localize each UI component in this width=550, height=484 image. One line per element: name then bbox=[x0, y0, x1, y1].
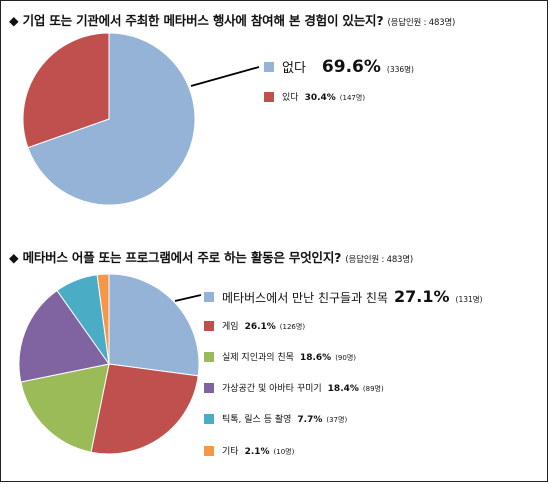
chart-1-slice-0 bbox=[27, 32, 196, 206]
pie-chart-1 bbox=[22, 32, 260, 206]
chart-2-legend-value-2: 18.6% bbox=[299, 353, 332, 363]
chart-2-legend-count-5: (10명) bbox=[273, 448, 295, 456]
chart-1-slice-1 bbox=[22, 32, 110, 149]
chart-1-response-note: (응답인원 : 483명) bbox=[387, 18, 456, 28]
chart-2-legend-item-3: 가상공간 및 아바타 꾸미기 18.4% (89명) bbox=[204, 381, 384, 394]
chart-1-leader-line bbox=[190, 66, 260, 87]
chart-1-title-text: ◆ 기업 또는 기관에서 주최한 메타버스 행사에 참여해 본 경험이 있는지? bbox=[9, 13, 384, 28]
chart-2-legend-count-1: (126명) bbox=[279, 323, 306, 331]
chart-2-legend-count-3: (89명) bbox=[362, 385, 384, 393]
chart-2-legend-swatch-2 bbox=[204, 351, 214, 362]
chart-1-legend-value-1: 30.4% bbox=[304, 93, 336, 103]
chart-2-title-text: ◆ 메타버스 어플 또는 프로그램에서 주로 하는 활동은 무엇인지? bbox=[9, 250, 342, 265]
chart-1-legend-label-0: 없다 bbox=[282, 61, 306, 76]
chart-2-legend-swatch-3 bbox=[204, 382, 214, 393]
chart-1-title: ◆ 기업 또는 기관에서 주최한 메타버스 행사에 참여해 본 경험이 있는지?… bbox=[9, 10, 455, 29]
chart-2-title: ◆ 메타버스 어플 또는 프로그램에서 주로 하는 활동은 무엇인지? (응답인… bbox=[9, 247, 413, 266]
chart-2-legend-value-4: 7.7% bbox=[297, 415, 323, 425]
chart-2-legend-swatch-1 bbox=[204, 320, 214, 331]
chart-1-legend-swatch-1 bbox=[264, 91, 274, 102]
chart-2-legend-item-5: 기타 2.1% (10명) bbox=[204, 444, 294, 457]
chart-2-legend-value-1: 26.1% bbox=[244, 322, 276, 332]
chart-2-legend-item-0: 메타버스에서 만난 친구들과 친목 27.1% (131명) bbox=[204, 287, 483, 306]
chart-2-slice-3 bbox=[18, 289, 110, 383]
chart-2-legend-item-1: 게임 26.1% (126명) bbox=[204, 319, 305, 332]
chart-2-legend-value-5: 2.1% bbox=[244, 447, 270, 457]
chart-2-legend-label-1: 게임 bbox=[222, 322, 239, 332]
chart-1-legend-count-0: (336명) bbox=[386, 65, 414, 74]
chart-2-legend-label-2: 실제 지인과의 친목 bbox=[222, 353, 294, 363]
chart-2-slice-2 bbox=[20, 363, 110, 453]
chart-2-slice-0 bbox=[108, 273, 200, 377]
chart-1-legend-value-0: 69.6% bbox=[321, 57, 381, 77]
chart-2-response-note: (응답인원 : 483명) bbox=[345, 255, 413, 265]
chart-2-legend-value-3: 18.4% bbox=[327, 384, 359, 394]
chart-2-legend-label-5: 기타 bbox=[222, 447, 239, 457]
chart-2-legend-label-4: 틱톡, 릴스 등 촬영 bbox=[222, 415, 292, 425]
chart-2-legend-count-4: (37명) bbox=[326, 416, 348, 424]
chart-2-legend-label-0: 메타버스에서 만난 친구들과 친목 bbox=[222, 291, 389, 305]
chart-2-legend-count-2: (90명) bbox=[335, 354, 357, 362]
chart-2-legend-item-2: 실제 지인과의 친목 18.6% (90명) bbox=[204, 350, 356, 363]
chart-1-legend-swatch-0 bbox=[264, 62, 274, 72]
chart-1-legend-count-1: (147명) bbox=[339, 94, 366, 102]
chart-2-legend-value-0: 27.1% bbox=[394, 287, 450, 306]
chart-2-legend-swatch-4 bbox=[204, 413, 214, 424]
chart-2-legend-label-3: 가상공간 및 아바타 꾸미기 bbox=[222, 384, 322, 394]
chart-2-legend-count-0: (131명) bbox=[455, 295, 483, 304]
chart-2-leader-line bbox=[174, 294, 202, 302]
chart-1-legend-item-1: 있다 30.4% (147명) bbox=[264, 90, 365, 103]
chart-1-legend-label-1: 있다 bbox=[282, 93, 299, 103]
chart-2-slice-1 bbox=[90, 363, 199, 455]
chart-2-slice-5 bbox=[96, 273, 110, 365]
chart-2-legend-swatch-0 bbox=[204, 291, 214, 302]
chart-2-legend-swatch-5 bbox=[204, 445, 214, 456]
chart-1-legend-item-0: 없다 69.6% (336명) bbox=[264, 57, 414, 77]
chart-2-legend-item-4: 틱톡, 릴스 등 촬영 7.7% (37명) bbox=[204, 412, 347, 425]
